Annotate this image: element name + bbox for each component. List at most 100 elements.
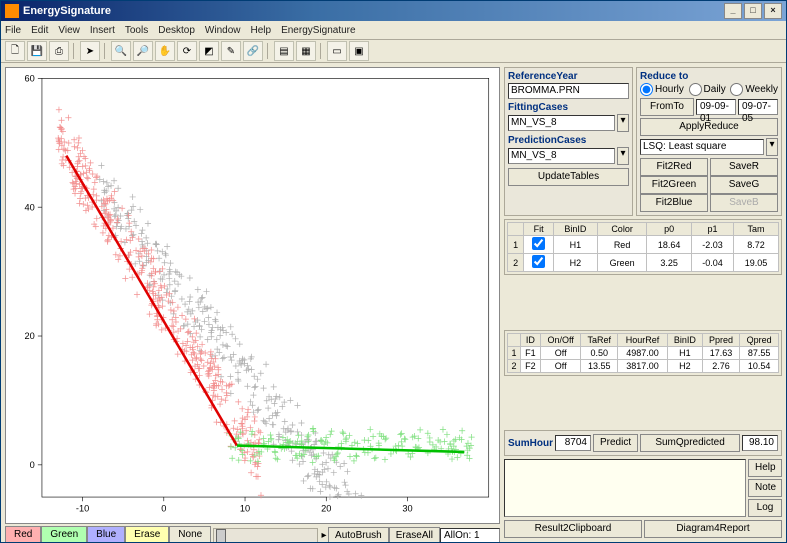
fit2green-button[interactable]: Fit2Green [640,176,708,194]
notes-area[interactable] [504,459,746,517]
window-title: EnergySignature [23,5,111,17]
pred-table-box: IDOn/OffTaRefHourRefBinIDPpredQpred1F1Of… [504,330,782,376]
sumhour-panel: SumHour 8704 Predict SumQpredicted 98.10 [504,430,782,456]
log-button[interactable]: Log [748,499,782,517]
pan-icon[interactable]: ✋ [155,41,175,61]
allon-field[interactable]: AllOn: 1 [440,528,500,542]
menu-tools[interactable]: Tools [125,25,148,36]
menu-insert[interactable]: Insert [90,25,115,36]
zoomin-icon[interactable]: 🔍 [111,41,131,61]
brush-icon[interactable]: ✎ [221,41,241,61]
applyreduce-button[interactable]: ApplyReduce [640,118,778,136]
prediction-dropdown-icon[interactable]: ▾ [617,147,629,165]
app-window: EnergySignature _ □ × File Edit View Insert… [0,0,787,543]
svg-text:20: 20 [321,504,331,514]
new-icon[interactable]: 🗋 [5,41,25,61]
red-brush-button[interactable]: Red [5,526,41,542]
menu-file[interactable]: File [5,25,21,36]
hourly-radio[interactable]: Hourly [640,83,684,96]
lsq-dropdown-icon[interactable]: ▾ [766,138,778,156]
close-button[interactable]: × [764,3,782,19]
slider-right-arrow[interactable]: ▸ [320,530,328,541]
brush-slider[interactable] [213,528,318,542]
saveg-button[interactable]: SaveG [710,176,778,194]
saver-button[interactable]: SaveR [710,158,778,176]
legend-icon[interactable]: ▦ [296,41,316,61]
svg-text:0: 0 [161,504,166,514]
fit-table[interactable]: FitBinIDColorp0p1Tam1H1Red18.64-2.038.72… [507,222,779,272]
autobrush-button[interactable]: AutoBrush [328,527,389,542]
toolbar: 🗋 💾 ⎙ ➤ 🔍 🔎 ✋ ⟳ ◩ ✎ 🔗 ▤ ▦ ▭ ▣ [1,40,786,63]
maximize-button[interactable]: □ [744,3,762,19]
pred-table[interactable]: IDOn/OffTaRefHourRefBinIDPpredQpred1F1Of… [507,333,779,373]
app-icon [5,4,19,18]
refyear-label: ReferenceYear [508,71,629,82]
hide-icon[interactable]: ▭ [327,41,347,61]
result2clipboard-button[interactable]: Result2Clipboard [504,520,642,538]
link-icon[interactable]: 🔗 [243,41,263,61]
rotate-icon[interactable]: ⟳ [177,41,197,61]
note-button[interactable]: Note [748,479,782,497]
weekly-radio[interactable]: Weekly [730,83,778,96]
eraseall-button[interactable]: EraseAll [389,527,440,542]
datacursor-icon[interactable]: ◩ [199,41,219,61]
body: -1001020300204060 RedGreenBlueEraseNone … [1,63,786,542]
prediction-select[interactable]: MN_VS_8 [508,148,615,164]
menu-view[interactable]: View [58,25,80,36]
brush-bar: RedGreenBlueEraseNone ▸ AutoBrush EraseA… [5,526,500,542]
prediction-label: PredictionCases [508,135,629,146]
colorbar-icon[interactable]: ▤ [274,41,294,61]
menu-edit[interactable]: Edit [31,25,48,36]
predict-button[interactable]: Predict [593,434,638,452]
date2-input[interactable]: 09-07-05 [738,99,778,115]
help-button[interactable]: Help [748,459,782,477]
print-icon[interactable]: ⎙ [49,41,69,61]
plot-area[interactable]: -1001020300204060 [5,67,500,524]
green-brush-button[interactable]: Green [41,526,87,542]
svg-text:60: 60 [24,73,34,83]
saveb-button[interactable]: SaveB [710,194,778,212]
pointer-icon[interactable]: ➤ [80,41,100,61]
date1-input[interactable]: 09-09-01 [696,99,736,115]
menu-desktop[interactable]: Desktop [158,25,195,36]
none-brush-button[interactable]: None [169,526,211,542]
cases-panel: ReferenceYear BROMMA.PRN FittingCases MN… [504,67,633,216]
minimize-button[interactable]: _ [724,3,742,19]
fitting-dropdown-icon[interactable]: ▾ [617,114,629,132]
diagram4report-button[interactable]: Diagram4Report [644,520,782,538]
reduce-panel: Reduce to Hourly Daily Weekly FromTo 09-… [636,67,782,216]
svg-text:10: 10 [240,504,250,514]
updatetables-button[interactable]: UpdateTables [508,168,629,186]
lsq-select[interactable]: LSQ: Least square [640,139,764,155]
fit-table-box: FitBinIDColorp0p1Tam1H1Red18.64-2.038.72… [504,219,782,275]
menu-help[interactable]: Help [251,25,272,36]
menu-energysignature[interactable]: EnergySignature [281,25,356,36]
menu-window[interactable]: Window [205,25,241,36]
svg-text:0: 0 [30,460,35,470]
window-buttons: _ □ × [724,3,782,19]
fitting-select[interactable]: MN_VS_8 [508,115,615,131]
fit2blue-button[interactable]: Fit2Blue [640,194,708,212]
svg-text:-10: -10 [76,504,89,514]
sumhour-value: 8704 [555,435,591,451]
save-icon[interactable]: 💾 [27,41,47,61]
sumq-value: 98.10 [742,435,778,451]
left-pane: -1001020300204060 RedGreenBlueEraseNone … [5,67,500,538]
refyear-input[interactable]: BROMMA.PRN [508,83,629,99]
zoomout-icon[interactable]: 🔎 [133,41,153,61]
blue-brush-button[interactable]: Blue [87,526,125,542]
fitting-label: FittingCases [508,102,629,113]
erase-brush-button[interactable]: Erase [125,526,169,542]
right-pane: ReferenceYear BROMMA.PRN FittingCases MN… [504,67,782,538]
reduce-title: Reduce to [640,71,778,82]
daily-radio[interactable]: Daily [689,83,726,96]
menubar: File Edit View Insert Tools Desktop Window Help… [1,21,786,40]
fit2red-button[interactable]: Fit2Red [640,158,708,176]
show-icon[interactable]: ▣ [349,41,369,61]
titlebar: EnergySignature _ □ × [1,1,786,21]
sumq-label: SumQpredicted [640,434,740,452]
svg-text:20: 20 [24,331,34,341]
svg-text:30: 30 [402,504,412,514]
fromto-button[interactable]: FromTo [640,98,694,116]
sumhour-label: SumHour [508,438,553,449]
